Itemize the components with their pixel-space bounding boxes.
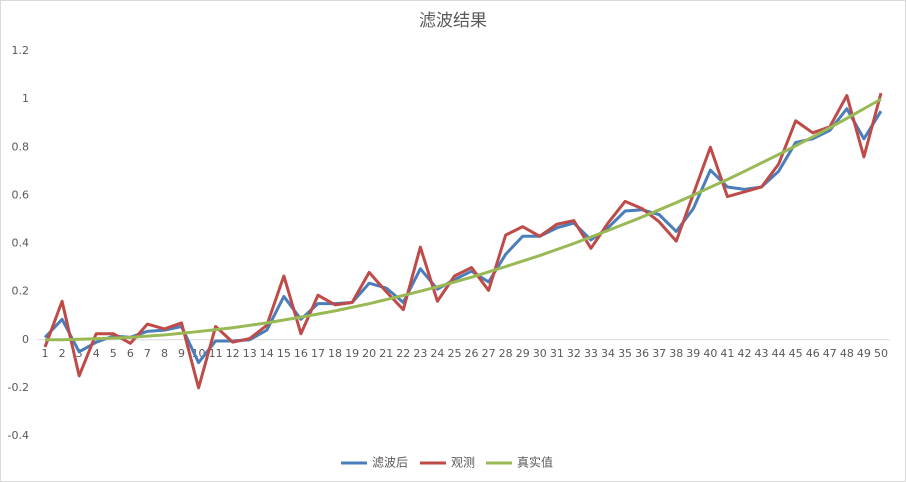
x-tick-label: 16 <box>294 347 308 360</box>
y-tick-label: -0.4 <box>8 429 29 442</box>
y-tick-label: 0.6 <box>12 188 30 201</box>
legend-label: 滤波后 <box>372 456 408 470</box>
x-tick-label: 37 <box>652 347 666 360</box>
x-tick-label: 22 <box>396 347 410 360</box>
x-tick-label: 9 <box>178 347 185 360</box>
x-tick-label: 45 <box>789 347 803 360</box>
x-tick-label: 17 <box>311 347 325 360</box>
x-tick-label: 44 <box>772 347 786 360</box>
x-tick-label: 40 <box>703 347 717 360</box>
x-tick-label: 31 <box>550 347 564 360</box>
x-tick-label: 39 <box>686 347 700 360</box>
y-tick-label: -0.2 <box>8 381 29 394</box>
x-tick-label: 29 <box>516 347 530 360</box>
x-tick-label: 4 <box>93 347 100 360</box>
x-tick-label: 30 <box>533 347 547 360</box>
y-tick-label: 0.8 <box>12 140 30 153</box>
x-tick-label: 1 <box>42 347 49 360</box>
x-tick-label: 41 <box>720 347 734 360</box>
x-tick-label: 28 <box>499 347 513 360</box>
x-tick-label: 43 <box>755 347 769 360</box>
x-tick-label: 18 <box>328 347 342 360</box>
x-tick-label: 47 <box>823 347 837 360</box>
y-tick-label: 1.2 <box>12 44 30 57</box>
x-tick-label: 7 <box>144 347 151 360</box>
x-tick-label: 25 <box>447 347 461 360</box>
x-tick-label: 26 <box>465 347 479 360</box>
x-tick-label: 20 <box>362 347 376 360</box>
x-tick-label: 14 <box>260 347 274 360</box>
x-tick-label: 35 <box>618 347 632 360</box>
x-tick-label: 11 <box>209 347 223 360</box>
series-line <box>45 97 882 342</box>
x-tick-label: 23 <box>413 347 427 360</box>
x-tick-label: 19 <box>345 347 359 360</box>
x-tick-label: 21 <box>379 347 393 360</box>
x-tick-label: 8 <box>161 347 168 360</box>
x-tick-label: 46 <box>806 347 820 360</box>
x-tick-label: 12 <box>226 347 240 360</box>
y-tick-label: 1 <box>22 92 29 105</box>
x-tick-label: 50 <box>874 347 888 360</box>
y-tick-label: 0.4 <box>12 237 30 250</box>
x-tick-label: 27 <box>482 347 496 360</box>
x-tick-label: 33 <box>584 347 598 360</box>
x-tick-label: 38 <box>669 347 683 360</box>
x-tick-label: 15 <box>277 347 291 360</box>
x-tick-label: 36 <box>635 347 649 360</box>
y-tick-label: 0.2 <box>12 285 30 298</box>
chart-title: 滤波结果 <box>419 11 487 31</box>
x-tick-label: 13 <box>243 347 257 360</box>
x-tick-label: 24 <box>430 347 444 360</box>
x-tick-label: 48 <box>840 347 854 360</box>
x-tick-label: 42 <box>737 347 751 360</box>
x-tick-label: 34 <box>601 347 615 360</box>
x-tick-label: 49 <box>857 347 871 360</box>
x-tick-label: 32 <box>567 347 581 360</box>
legend-label: 真实值 <box>517 455 553 470</box>
x-tick-label: 6 <box>127 347 134 360</box>
x-tick-label: 2 <box>59 347 66 360</box>
legend-label: 观测 <box>451 456 475 470</box>
x-tick-label: 5 <box>110 347 117 360</box>
y-tick-label: 0 <box>22 333 29 346</box>
